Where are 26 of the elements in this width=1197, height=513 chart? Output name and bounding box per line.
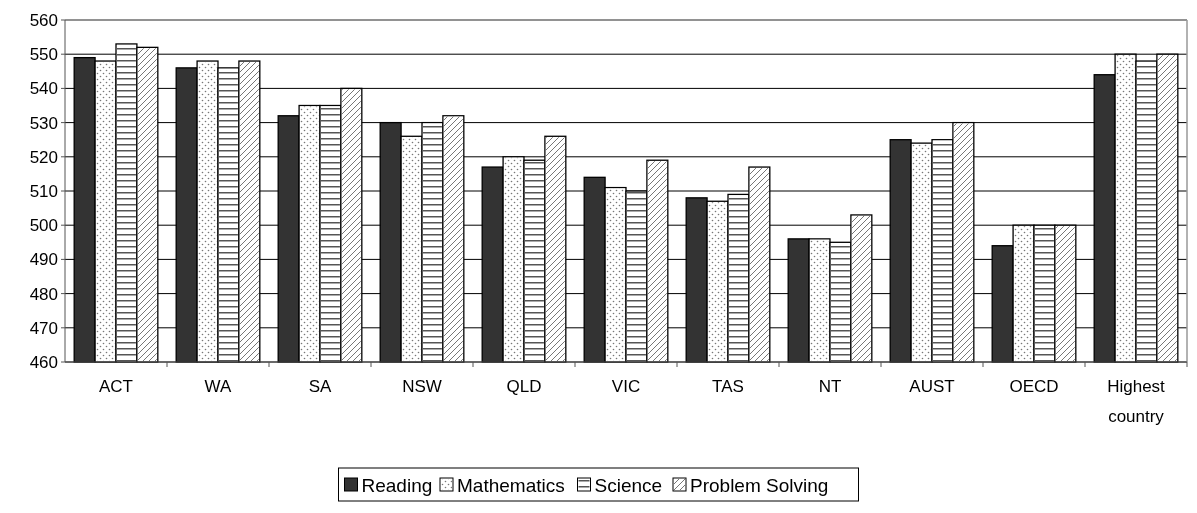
y-tick-label: 530 (29, 113, 58, 133)
x-tick-label: AUST (909, 377, 955, 396)
x-tick-label: ACT (99, 377, 133, 396)
legend-label: Problem Solving (690, 474, 829, 496)
x-tick-label: Highest country (1107, 377, 1166, 426)
x-tick-label: NSW (402, 377, 442, 396)
x-tick-label: WA (204, 377, 233, 396)
legend-label: Mathematics (457, 474, 565, 496)
y-tick-label: 550 (29, 45, 58, 65)
x-tick-label: OECD (1009, 377, 1059, 396)
y-tick-label: 520 (29, 147, 58, 167)
y-tick-label: 470 (29, 318, 58, 338)
legend-label: Reading (361, 474, 433, 496)
y-tick-label: 490 (29, 250, 58, 270)
y-tick-label: 510 (29, 181, 58, 201)
x-tick-label: QLD (506, 377, 542, 396)
x-tick-label: VIC (611, 377, 641, 396)
y-tick-label: 560 (29, 10, 58, 30)
y-tick-label: 480 (29, 284, 58, 304)
x-tick-label: TAS (712, 377, 744, 396)
x-tick-label: NT (818, 377, 842, 396)
legend-label: Science (594, 474, 663, 496)
y-tick-label: 460 (29, 352, 58, 372)
y-tick-label: 500 (29, 216, 58, 236)
y-tick-label: 540 (29, 79, 58, 99)
x-tick-label: SA (308, 377, 332, 396)
